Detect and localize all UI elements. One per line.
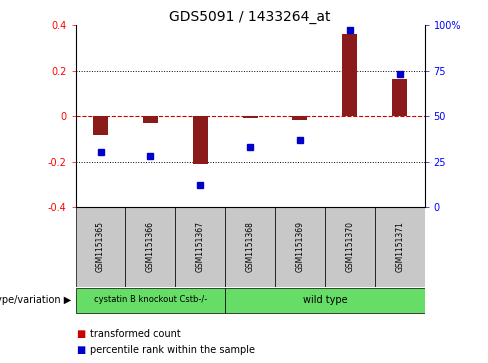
- Bar: [225, 207, 275, 287]
- Bar: [76, 207, 125, 287]
- Bar: [76, 288, 225, 313]
- Bar: [243, 116, 258, 118]
- Bar: [193, 116, 208, 164]
- Bar: [375, 207, 425, 287]
- Bar: [125, 207, 175, 287]
- Text: GSM1151368: GSM1151368: [245, 221, 255, 272]
- Text: GSM1151366: GSM1151366: [146, 221, 155, 272]
- Bar: [143, 116, 158, 123]
- Bar: [275, 207, 325, 287]
- Text: GSM1151367: GSM1151367: [196, 221, 205, 272]
- Text: ■: ■: [76, 329, 85, 339]
- Title: GDS5091 / 1433264_at: GDS5091 / 1433264_at: [169, 11, 331, 24]
- Bar: [175, 207, 225, 287]
- Text: GSM1151369: GSM1151369: [295, 221, 305, 272]
- Bar: [225, 288, 425, 313]
- Text: GSM1151365: GSM1151365: [96, 221, 105, 272]
- Bar: [392, 79, 407, 116]
- Text: cystatin B knockout Cstb-/-: cystatin B knockout Cstb-/-: [94, 295, 207, 304]
- Bar: [325, 207, 375, 287]
- Text: GSM1151370: GSM1151370: [346, 221, 354, 272]
- Bar: [93, 116, 108, 135]
- Text: ■: ■: [76, 345, 85, 355]
- Bar: [292, 116, 307, 119]
- Bar: [342, 34, 357, 116]
- Text: wild type: wild type: [303, 295, 347, 305]
- Text: percentile rank within the sample: percentile rank within the sample: [90, 345, 255, 355]
- Text: GSM1151371: GSM1151371: [395, 221, 404, 272]
- Text: transformed count: transformed count: [90, 329, 181, 339]
- Text: genotype/variation ▶: genotype/variation ▶: [0, 295, 71, 305]
